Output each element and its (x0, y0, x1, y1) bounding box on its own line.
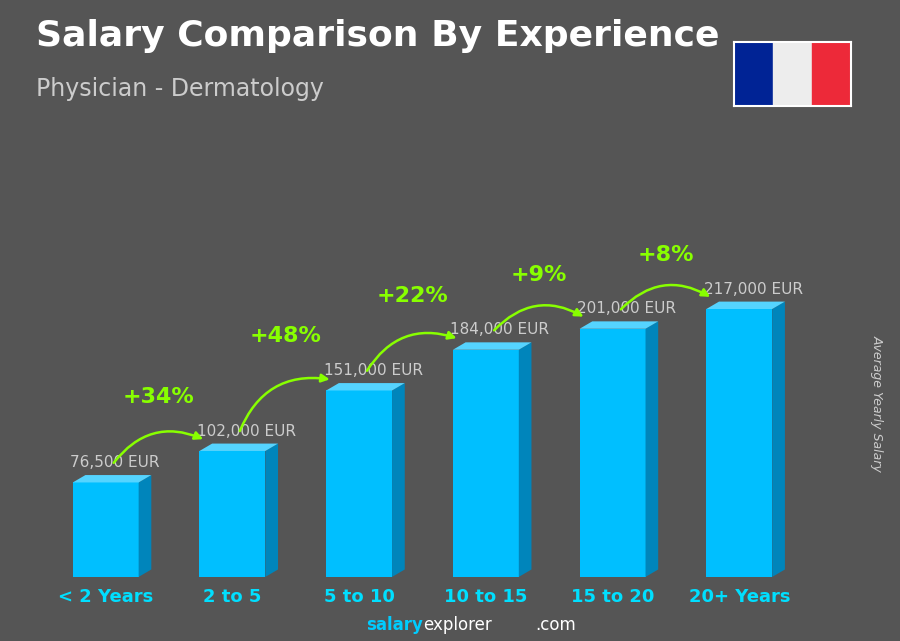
Text: Salary Comparison By Experience: Salary Comparison By Experience (36, 19, 719, 53)
Polygon shape (73, 475, 151, 483)
Polygon shape (139, 475, 151, 577)
Polygon shape (772, 302, 785, 577)
Bar (200, 451, 266, 577)
Polygon shape (200, 444, 278, 451)
Text: +9%: +9% (511, 265, 567, 285)
Text: 151,000 EUR: 151,000 EUR (324, 363, 423, 378)
Bar (580, 329, 645, 577)
Polygon shape (266, 444, 278, 577)
Text: 201,000 EUR: 201,000 EUR (577, 301, 676, 317)
Polygon shape (326, 383, 405, 390)
Text: salary: salary (366, 616, 423, 634)
Text: .com: .com (536, 616, 576, 634)
Bar (706, 309, 772, 577)
Text: 217,000 EUR: 217,000 EUR (704, 281, 803, 297)
Text: +8%: +8% (637, 245, 694, 265)
Text: 76,500 EUR: 76,500 EUR (70, 455, 159, 470)
Text: +48%: +48% (249, 326, 321, 346)
Text: Physician - Dermatology: Physician - Dermatology (36, 77, 324, 101)
Text: explorer: explorer (423, 616, 491, 634)
Polygon shape (645, 321, 658, 577)
Bar (812, 42, 850, 106)
Text: 184,000 EUR: 184,000 EUR (450, 322, 549, 337)
Polygon shape (706, 302, 785, 309)
Text: 102,000 EUR: 102,000 EUR (197, 424, 296, 438)
Bar (73, 483, 139, 577)
Bar (772, 42, 812, 106)
Polygon shape (453, 342, 532, 350)
Text: +34%: +34% (123, 387, 194, 407)
Polygon shape (392, 383, 405, 577)
Polygon shape (580, 321, 658, 329)
Bar (326, 390, 392, 577)
Text: Average Yearly Salary: Average Yearly Salary (871, 335, 884, 472)
Bar (734, 42, 772, 106)
Text: +22%: +22% (376, 286, 448, 306)
Bar (453, 350, 518, 577)
Polygon shape (518, 342, 532, 577)
